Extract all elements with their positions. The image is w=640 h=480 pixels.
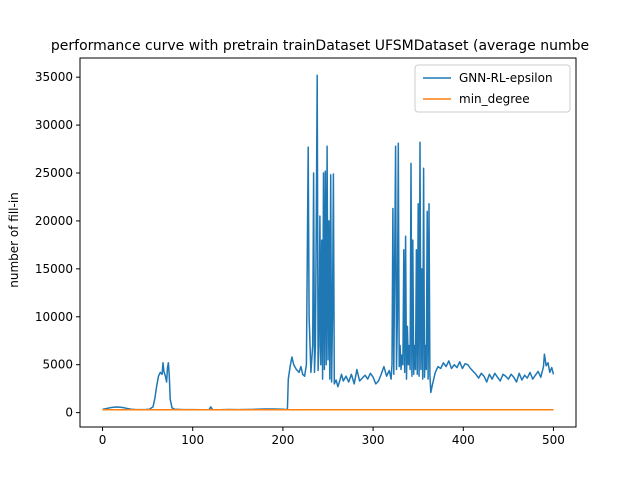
y-tick-label-6: 30000 [35,118,73,132]
y-tick-label-7: 35000 [35,70,73,84]
legend-label-0: GNN-RL-epsilon [459,71,553,85]
plot-area-frame [79,57,577,428]
x-tick-label-3: 300 [362,433,385,447]
y-tick-label-0: 0 [65,406,73,420]
legend-label-1: min_degree [459,92,530,106]
series-layer [102,74,555,411]
x-tick-label-0: 0 [99,433,107,447]
series-line-0 [102,74,555,411]
x-tick-label-4: 400 [452,433,475,447]
x-tick-label-1: 100 [181,433,204,447]
y-axis-label: number of fill-in [7,192,21,288]
ticks-layer: 0 100 200 300 400 500050001000015000200002500… [35,70,565,447]
legend-box [414,64,571,113]
y-tick-label-1: 5000 [42,358,73,372]
y-tick-label-3: 15000 [35,262,73,276]
legend: GNN-RL-epsilon min_degree [414,64,571,113]
y-tick-label-5: 25000 [35,166,73,180]
chart-title: performance curve with pretrain trainDat… [51,38,589,54]
x-tick-label-2: 200 [271,433,294,447]
y-tick-label-4: 20000 [35,214,73,228]
y-tick-label-2: 10000 [35,310,73,324]
x-tick-label-5: 500 [542,433,565,447]
